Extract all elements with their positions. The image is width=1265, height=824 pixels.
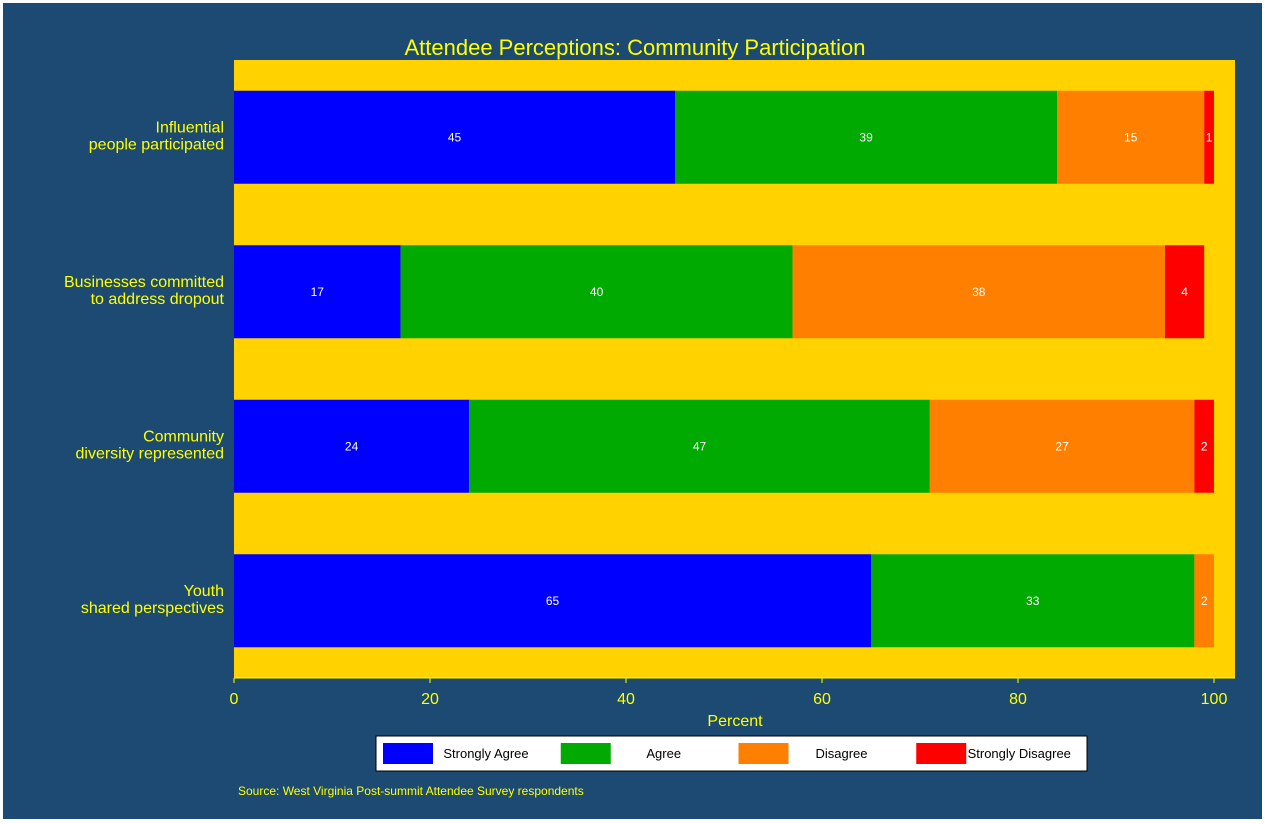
bar-value-label: 40 — [590, 285, 604, 299]
bar-value-label: 24 — [345, 439, 359, 453]
bar-value-label: 38 — [972, 285, 986, 299]
bar-segment — [234, 554, 871, 648]
x-tick-label: 60 — [813, 691, 831, 708]
bar-value-label: 47 — [693, 439, 707, 453]
bar-value-label: 4 — [1181, 285, 1188, 299]
category-label: Community — [143, 428, 224, 445]
legend-label: Agree — [646, 746, 681, 761]
bar-segment — [1194, 399, 1214, 493]
bar-segment — [1165, 245, 1205, 339]
bar-segment — [234, 399, 470, 493]
chart-svg: Attendee Perceptions: Community Particip… — [64, 35, 1235, 798]
x-tick-label: 80 — [1009, 691, 1027, 708]
bar-value-label: 17 — [311, 285, 325, 299]
bar-value-label: 33 — [1026, 594, 1040, 608]
x-tick-label: 20 — [421, 691, 439, 708]
bars-group: 45 39 15 1 17 40 38 4 24 47 27 2 65 33 2 — [234, 90, 1214, 648]
bar-segment — [1194, 554, 1214, 648]
bar-segment — [234, 90, 675, 184]
bar-segment — [234, 245, 401, 339]
bar-value-label: 15 — [1124, 130, 1138, 144]
legend-label: Disagree — [815, 746, 867, 761]
bar-value-label: 2 — [1201, 594, 1208, 608]
category-label: Businesses committed — [64, 274, 224, 291]
legend-label: Strongly Agree — [443, 746, 528, 761]
bar-value-label: 45 — [448, 130, 462, 144]
legend-label: Strongly Disagree — [968, 746, 1071, 761]
bar-value-label: 65 — [546, 594, 560, 608]
bar-segment — [1057, 90, 1205, 184]
bar-segment — [929, 399, 1195, 493]
category-label: shared perspectives — [81, 600, 224, 617]
bar-value-label: 27 — [1055, 439, 1069, 453]
bar-value-label: 2 — [1201, 439, 1208, 453]
bar-value-label: 1 — [1206, 130, 1213, 144]
x-tick-label: 40 — [617, 691, 635, 708]
category-label: diversity represented — [75, 445, 224, 462]
legend-swatch — [738, 743, 789, 764]
x-axis: 0 20 40 60 80 100 — [230, 677, 1235, 708]
legend-swatch — [383, 743, 433, 764]
x-tick-label: 0 — [230, 691, 239, 708]
chart-title: Attendee Perceptions: Community Particip… — [404, 35, 865, 60]
bar-segment — [675, 90, 1058, 184]
category-label: to address dropout — [91, 291, 225, 308]
legend-swatch — [916, 743, 967, 764]
bar-segment — [400, 245, 793, 339]
bar-segment — [1204, 90, 1214, 184]
legend-box — [375, 735, 1088, 772]
chart-frame: Attendee Perceptions: Community Particip… — [3, 3, 1262, 819]
category-label: Youth — [184, 583, 224, 600]
legend: Strongly Agree Agree Disagree Strongly Disa… — [375, 735, 1088, 772]
x-tick-label: 100 — [1201, 691, 1228, 708]
category-label: people participated — [89, 136, 224, 153]
bar-value-label: 39 — [859, 130, 873, 144]
category-label: Influential — [156, 119, 225, 136]
bar-segment — [469, 399, 930, 493]
legend-swatch — [560, 743, 611, 764]
x-axis-title: Percent — [707, 713, 763, 730]
bar-segment — [871, 554, 1195, 648]
source-note: Source: West Virginia Post-summit Attend… — [238, 784, 584, 798]
bar-segment — [792, 245, 1165, 339]
